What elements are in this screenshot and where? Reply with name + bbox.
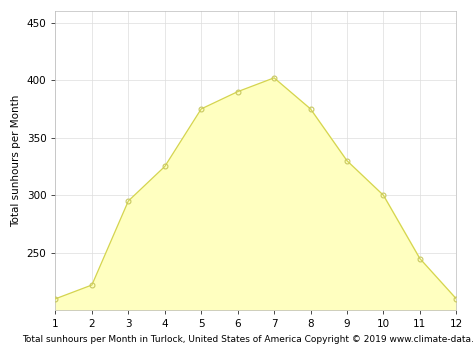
Y-axis label: Total sunhours per Month: Total sunhours per Month — [11, 94, 21, 227]
X-axis label: Total sunhours per Month in Turlock, United States of America Copyright © 2019 w: Total sunhours per Month in Turlock, Uni… — [22, 335, 474, 344]
